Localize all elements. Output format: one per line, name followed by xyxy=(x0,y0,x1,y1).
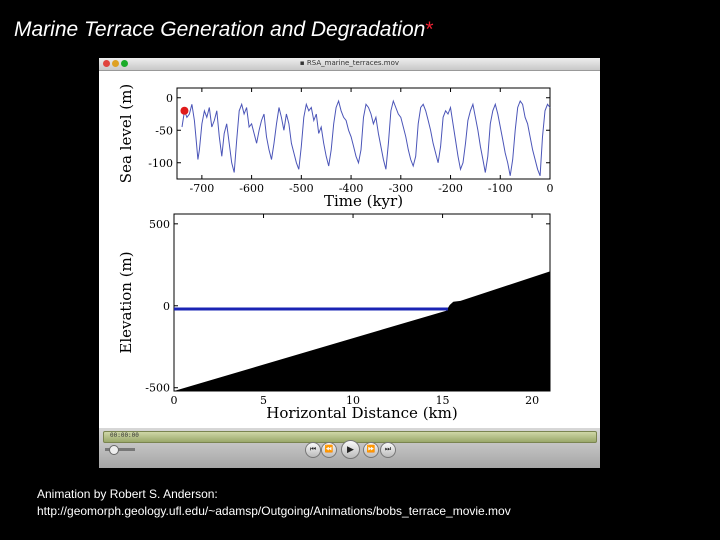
x-tick-label: -200 xyxy=(438,182,463,195)
x-axis-label: Horizontal Distance (km) xyxy=(266,404,457,422)
plot-frame xyxy=(176,87,551,180)
x-tick-label: 5 xyxy=(260,394,267,407)
rewind-button[interactable]: ⏪ xyxy=(321,442,337,458)
y-tick-label: 0 xyxy=(163,300,170,313)
y-tick-label: -100 xyxy=(148,157,173,170)
x-tick-label: 15 xyxy=(436,394,450,407)
movie-file-icon: ▪ xyxy=(299,59,307,67)
slide-title: Marine Terrace Generation and Degradatio… xyxy=(14,18,434,42)
title-asterisk: * xyxy=(425,18,434,41)
credit-author: Animation by Robert S. Anderson: xyxy=(37,487,218,501)
animation-charts: -700 -600 -500 -400 -300 -200 -100 0 0 -50 -100 Tim… xyxy=(117,84,554,422)
x-tick-label: 10 xyxy=(346,394,360,407)
x-tick-label: 20 xyxy=(525,394,539,407)
y-axis-label: Elevation (m) xyxy=(117,251,135,353)
minimize-window-button[interactable] xyxy=(112,60,119,67)
play-button[interactable]: ▶ xyxy=(341,440,360,459)
slide-title-text: Marine Terrace Generation and Degradatio… xyxy=(14,18,426,41)
rewind-to-start-button[interactable]: ⏮ xyxy=(305,442,321,458)
skip-to-end-button[interactable]: ⏭ xyxy=(380,442,396,458)
x-tick-label: 0 xyxy=(171,394,178,407)
topography-profile xyxy=(174,271,550,391)
close-window-button[interactable] xyxy=(103,60,110,67)
window-title: ▪ RSA_marine_terraces.mov xyxy=(99,59,600,67)
sea-level-curve xyxy=(181,99,551,176)
x-tick-label: 0 xyxy=(547,182,554,195)
player-controls: 00:00:00 ⏮ ⏪ ▶ ⏩ ⏭ xyxy=(99,428,600,468)
window-title-text: RSA_marine_terraces.mov xyxy=(306,59,400,67)
timecode: 00:00:00 xyxy=(110,432,139,439)
y-tick-label: 500 xyxy=(149,218,170,231)
x-tick-label: -600 xyxy=(239,182,264,195)
x-tick-label: -500 xyxy=(289,182,314,195)
fast-forward-button[interactable]: ⏩ xyxy=(363,442,379,458)
x-tick-label: -300 xyxy=(388,182,413,195)
x-axis-label: Time (kyr) xyxy=(324,192,403,210)
credit-text: Animation by Robert S. Anderson: http://… xyxy=(37,486,511,520)
y-tick-label: -500 xyxy=(145,382,170,395)
volume-slider-track[interactable] xyxy=(105,448,135,451)
x-tick-label: -100 xyxy=(488,182,513,195)
zoom-window-button[interactable] xyxy=(121,60,128,67)
x-tick-label: -400 xyxy=(339,182,364,195)
x-tick-label: -700 xyxy=(190,182,215,195)
volume-slider-knob[interactable] xyxy=(109,445,119,455)
y-tick-label: 0 xyxy=(166,92,173,105)
video-frame: -700 -600 -500 -400 -300 -200 -100 0 0 -50 -100 Tim… xyxy=(99,71,600,428)
current-time-marker xyxy=(180,106,189,115)
sea-level-chart: -700 -600 -500 -400 -300 -200 -100 0 0 -50 -100 Tim… xyxy=(117,84,554,210)
y-axis-label: Sea level (m) xyxy=(117,84,135,183)
window-titlebar[interactable]: ▪ RSA_marine_terraces.mov xyxy=(99,58,600,71)
y-tick-label: -50 xyxy=(155,124,173,137)
quicktime-player-window: ▪ RSA_marine_terraces.mov -700 -600 -500 -4… xyxy=(99,58,600,468)
credit-url[interactable]: http://geomorph.geology.ufl.edu/~adamsp/… xyxy=(37,504,511,518)
